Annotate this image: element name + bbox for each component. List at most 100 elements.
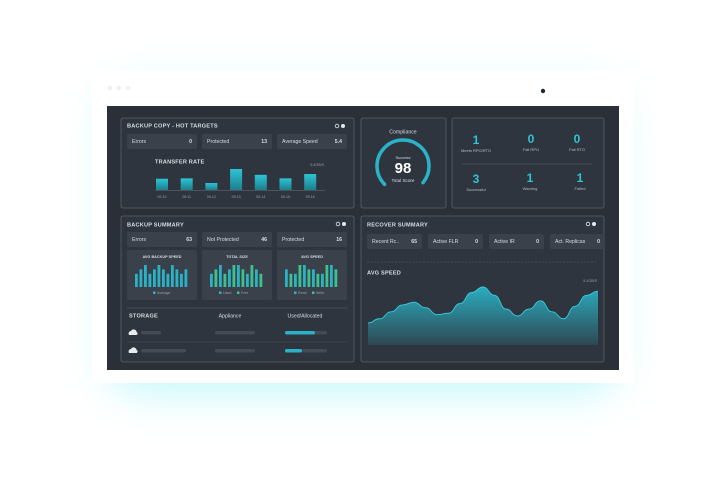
bar xyxy=(312,269,315,287)
bar xyxy=(294,273,297,287)
stat-label: Active FLR xyxy=(433,239,459,245)
stat-label: Recent Rc.. xyxy=(372,239,399,245)
bar xyxy=(241,269,245,287)
status-label: Meets RPO/RTO xyxy=(461,148,491,153)
x-tick-label: 09.14 xyxy=(256,195,265,199)
window-dot xyxy=(125,85,131,91)
stat-label: Not Protected xyxy=(207,237,239,243)
chart-title: TRANSFER RATE xyxy=(155,159,204,165)
storage-rows xyxy=(128,329,327,353)
stat-box xyxy=(277,134,347,149)
area-line xyxy=(367,286,599,324)
chart-max-label: 5.4GB/S xyxy=(310,163,324,167)
status-label: Fail RPO xyxy=(523,147,539,152)
bar xyxy=(316,273,320,287)
gauge-caption: Success xyxy=(395,155,410,160)
x-tick-label: 09.16 xyxy=(306,195,315,199)
stat-box xyxy=(127,232,197,247)
bar xyxy=(210,273,213,287)
status-value: 3 xyxy=(473,172,480,186)
legend-label: Write xyxy=(316,291,324,295)
bar xyxy=(285,269,288,287)
stat-value: 0 xyxy=(475,239,478,245)
bar xyxy=(279,178,292,190)
placeholder xyxy=(141,331,161,335)
legend-swatch xyxy=(219,291,222,294)
bar xyxy=(205,183,218,190)
status-label: Failed xyxy=(575,186,586,191)
chart-title: AVG SPEED xyxy=(367,270,401,276)
window-dot xyxy=(116,85,122,91)
bar xyxy=(184,269,188,287)
bar xyxy=(255,269,258,287)
bar xyxy=(156,178,168,190)
bar xyxy=(330,265,333,287)
mini-chart-title: AVG SPEED xyxy=(301,255,323,259)
legend-swatch xyxy=(237,291,240,294)
bar xyxy=(180,273,183,287)
stat-box xyxy=(127,134,197,149)
mini-chart-title: AVG BACKUP SPEED xyxy=(142,255,181,259)
x-tick-label: 09.15 xyxy=(281,195,290,199)
cloud-icon xyxy=(128,347,138,353)
legend-swatch xyxy=(153,291,156,294)
bar xyxy=(148,273,152,287)
bar xyxy=(321,273,324,287)
x-tick-label: 09.13 xyxy=(232,195,241,199)
stat-box xyxy=(367,234,422,249)
bar xyxy=(175,269,179,287)
panel xyxy=(451,117,605,209)
stat-value: 0 xyxy=(597,239,600,245)
usage-bar xyxy=(285,331,315,335)
camera xyxy=(540,88,546,94)
stat-label: Protected xyxy=(207,139,229,145)
placeholder xyxy=(215,331,255,335)
placeholder xyxy=(215,349,255,353)
bar xyxy=(307,269,311,287)
bar xyxy=(153,269,156,287)
bar xyxy=(230,169,243,190)
bar xyxy=(139,269,143,287)
legend-swatch xyxy=(312,291,315,294)
stat-box xyxy=(428,234,483,249)
stat-label: Active IR xyxy=(494,239,515,245)
gauge-score: 98 xyxy=(395,160,412,177)
cloud-icon xyxy=(128,329,138,335)
stat-value: 0 xyxy=(189,139,192,145)
bar xyxy=(171,265,174,287)
x-tick-label: 09.10 xyxy=(158,195,167,199)
column-header: Used/Allocated xyxy=(288,313,323,319)
bar xyxy=(246,273,249,287)
window-dot xyxy=(107,85,113,91)
legend-swatch xyxy=(294,291,297,294)
bar xyxy=(237,265,240,287)
gauge-arc xyxy=(375,138,431,187)
table-title: STORAGE xyxy=(129,313,158,319)
panel-title: BACKUP COPY - HOT TARGETS xyxy=(127,123,218,129)
panel-title: RECOVER SUMMARY xyxy=(367,222,428,228)
usage-bar xyxy=(285,349,302,353)
stat-label: Errors xyxy=(132,139,147,145)
panel-icons xyxy=(334,123,597,227)
x-tick-label: 09.11 xyxy=(182,195,191,199)
stat-box xyxy=(489,234,544,249)
bar xyxy=(250,265,254,287)
bar xyxy=(325,265,329,287)
stat-label: Average Speed xyxy=(282,139,318,145)
stat-label: Errors xyxy=(132,237,147,243)
stat-value: 13 xyxy=(261,139,267,145)
bar xyxy=(135,273,138,287)
stat-value: 5.4 xyxy=(335,139,342,145)
placeholder xyxy=(141,349,186,353)
gauge-label: Total Score xyxy=(392,178,415,183)
bar xyxy=(289,273,293,287)
status-label: Fail RTO xyxy=(569,147,585,152)
bar xyxy=(180,178,193,190)
bar xyxy=(166,273,170,287)
stat-value: 16 xyxy=(336,237,342,243)
stat-box xyxy=(550,234,605,249)
bar xyxy=(228,269,231,287)
stat-box xyxy=(277,232,347,247)
status-label: Warning xyxy=(523,186,538,191)
status-label: Successful xyxy=(466,187,485,192)
